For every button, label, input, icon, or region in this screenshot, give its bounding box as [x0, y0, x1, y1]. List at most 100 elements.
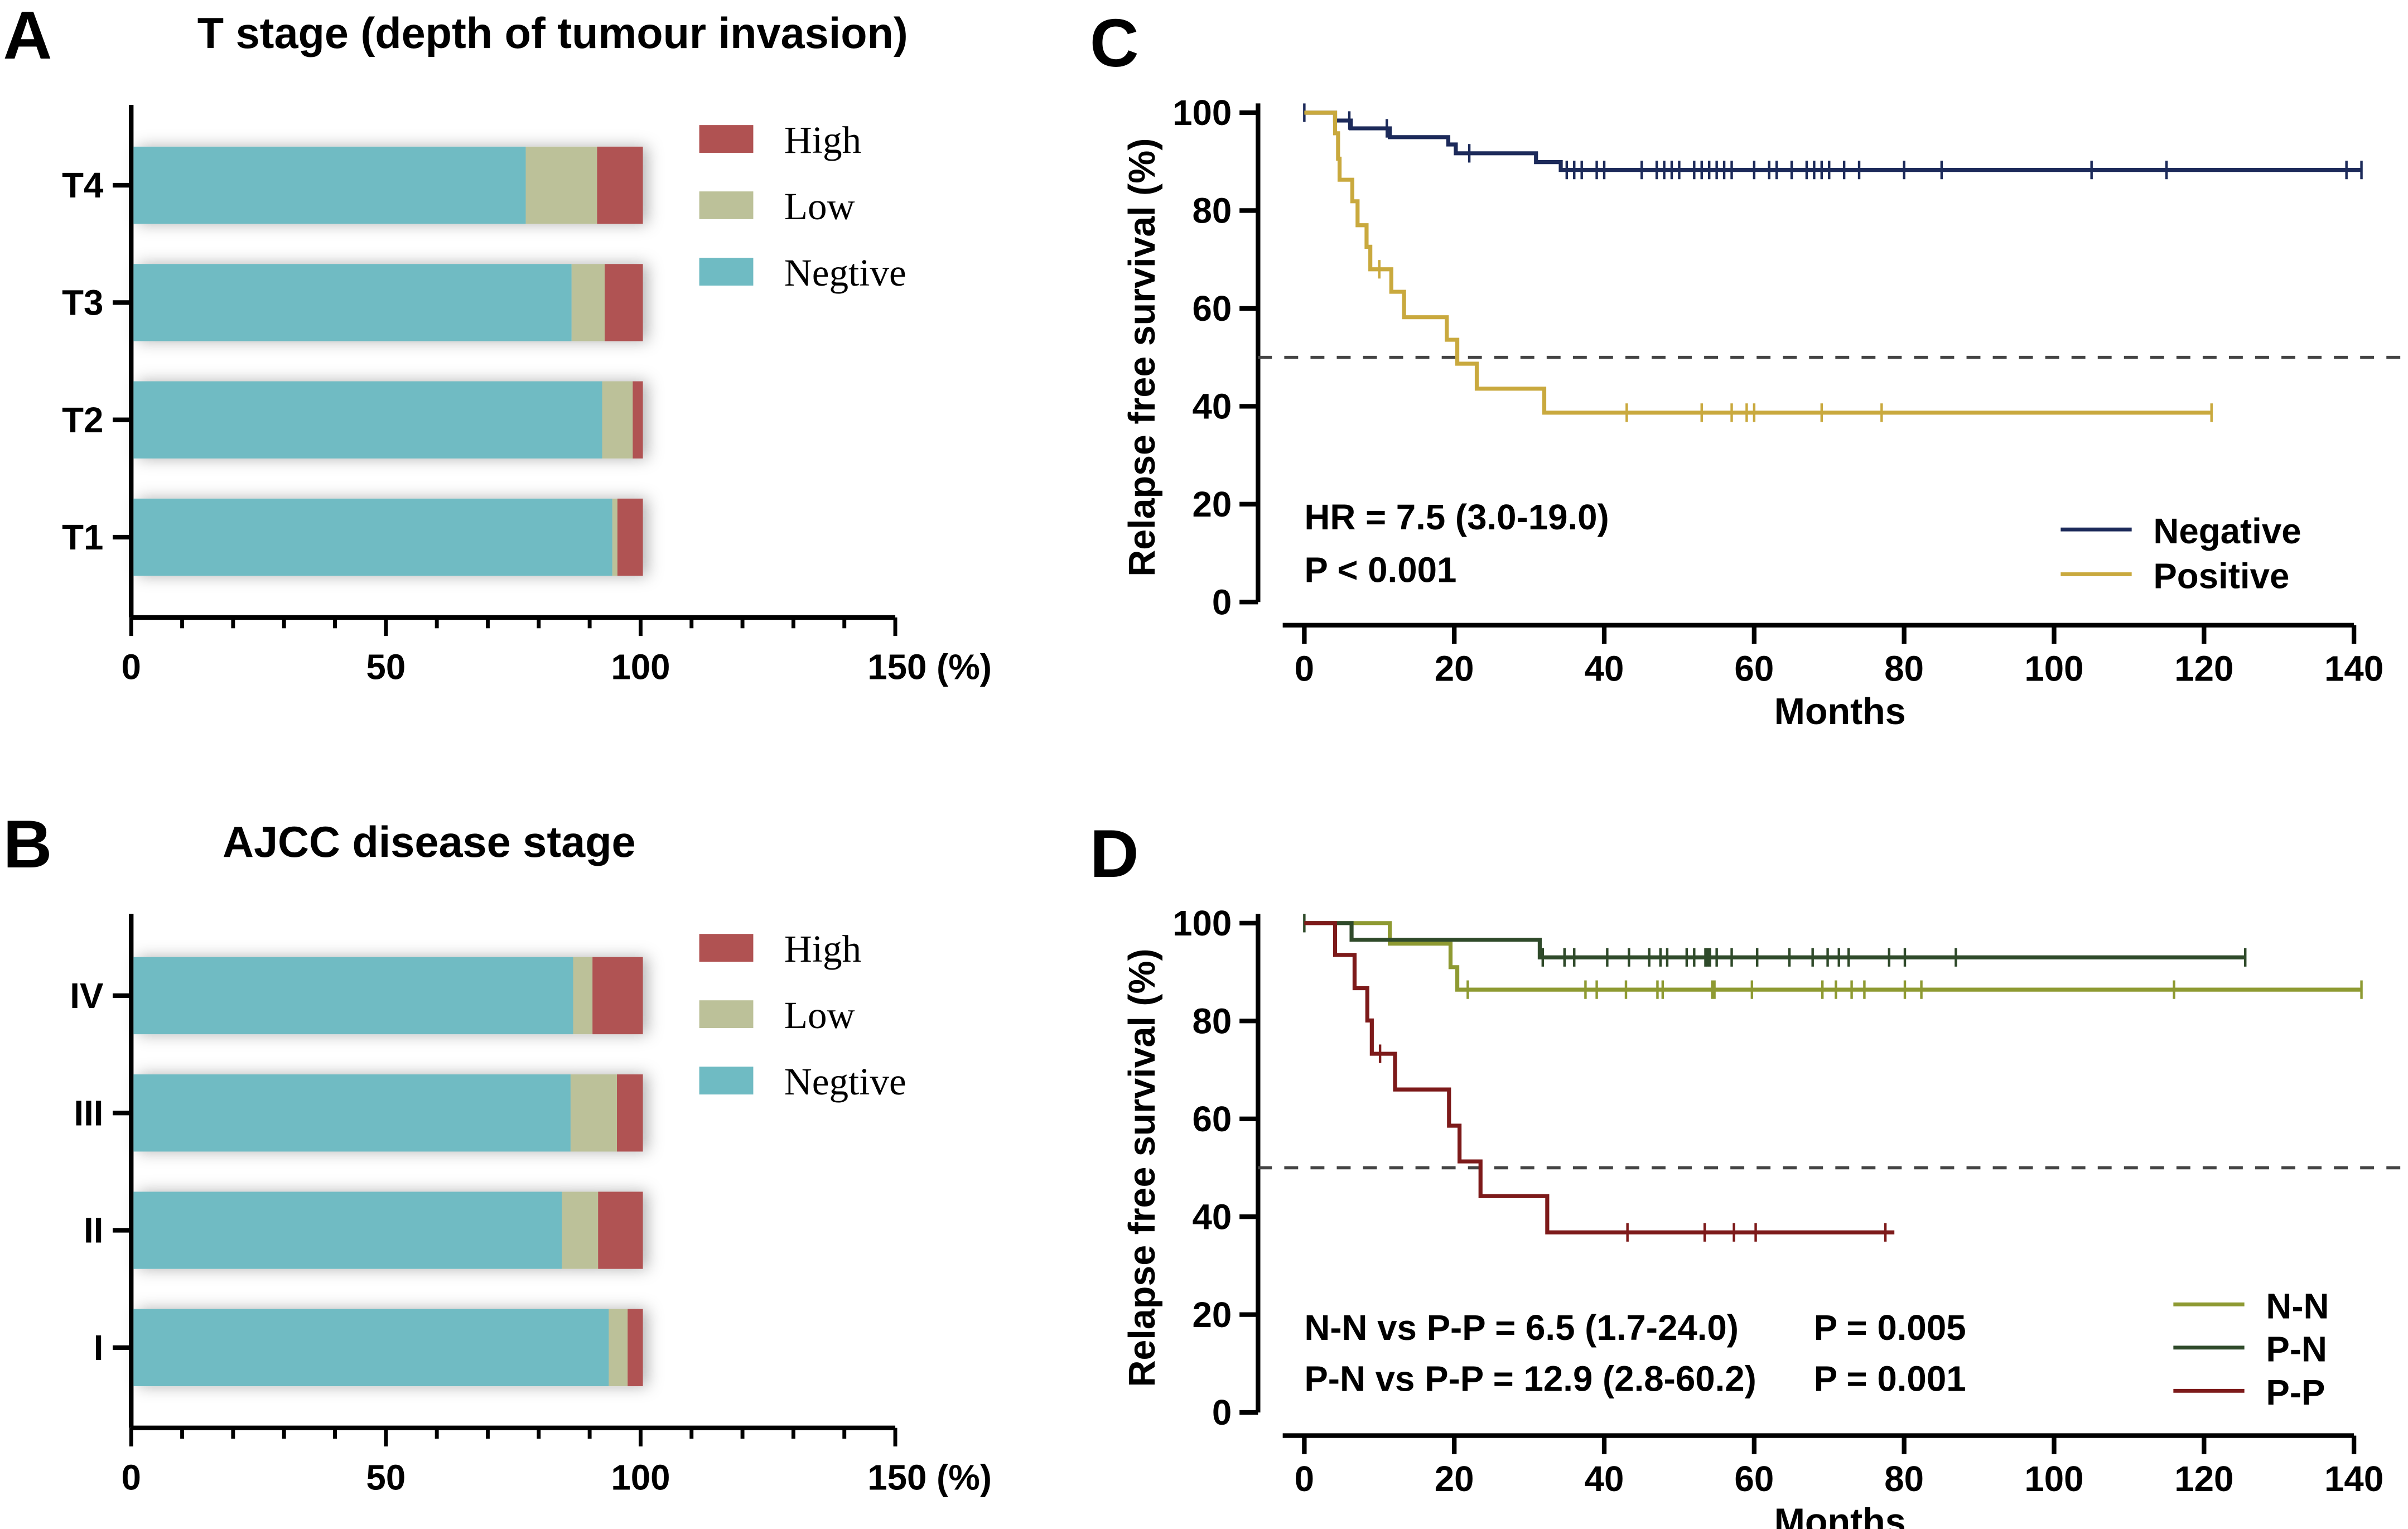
bar-segment-low [573, 957, 593, 1035]
panel-label: D [1090, 816, 1139, 891]
x-tick-label: 100 [611, 1458, 670, 1497]
panel-label: A [3, 0, 52, 73]
bar-segment-high [617, 498, 643, 576]
bar-segment-low [525, 146, 597, 224]
bar-segment-negtive [133, 146, 526, 224]
panel-a-bar-chart: A T stage (depth of tumour invasion) 0 50 10… [3, 0, 992, 687]
x-tick-label: 120 [2174, 649, 2233, 688]
bar-group [133, 957, 643, 1035]
survival-curve-positive [1304, 110, 2212, 415]
annotation: P = 0.005 [1814, 1308, 1966, 1348]
y-tick-label: 0 [1212, 582, 1232, 622]
bar-group [133, 381, 643, 459]
legend-label: High [784, 118, 861, 161]
bar-segment-low [609, 1309, 628, 1387]
x-tick-label: 60 [1734, 1459, 1774, 1499]
legend-label: P-P [2266, 1373, 2325, 1412]
bar-segment-low [571, 264, 605, 341]
bar-group [133, 146, 643, 224]
bar-segment-high [592, 957, 643, 1035]
x-tick-label: 0 [122, 648, 141, 687]
x-tick-label: 100 [2024, 649, 2083, 688]
bar-segment-low [570, 1074, 617, 1152]
bar-segment-low [612, 498, 617, 576]
bar-group [133, 498, 643, 576]
legend-label: Negtive [784, 1060, 906, 1103]
annotation: P < 0.001 [1304, 550, 1456, 590]
y-tick-label: 40 [1193, 1197, 1232, 1237]
x-tick-label: 120 [2174, 1459, 2233, 1499]
x-tick-label: 80 [1884, 649, 1924, 688]
bar-group [133, 264, 643, 341]
panel-label: B [3, 806, 52, 882]
y-tick-label: 0 [1212, 1393, 1232, 1432]
x-tick-label: 80 [1884, 1459, 1924, 1499]
y-tick-label: T3 [62, 283, 103, 323]
legend-swatch-low [699, 1000, 754, 1029]
x-tick-label: 140 [2324, 1459, 2383, 1499]
survival-curve-negative [1304, 110, 2362, 172]
y-tick-label: 20 [1193, 485, 1232, 524]
bar-segment-negtive [133, 1074, 571, 1152]
y-tick-label: T1 [62, 518, 103, 557]
x-tick-label: 100 [2024, 1459, 2083, 1499]
x-axis-label: Months [1774, 1502, 1906, 1529]
chart-title: AJCC disease stage [223, 818, 636, 866]
legend-swatch-negtive [699, 258, 754, 286]
legend-swatch-high [699, 125, 754, 153]
bar-segment-high [605, 264, 643, 341]
x-tick-label: 0 [1295, 649, 1314, 688]
legend-label: Low [784, 993, 855, 1036]
bar-segment-high [617, 1074, 643, 1152]
y-tick-label: 40 [1193, 387, 1232, 426]
bar-segment-negtive [133, 957, 573, 1035]
legend-label: Negtive [784, 251, 906, 294]
bar-segment-negtive [133, 264, 572, 341]
y-axis-label: Relapse free survival (%) [1122, 138, 1163, 577]
y-tick-label: IV [70, 976, 103, 1016]
x-tick-label: 60 [1734, 649, 1774, 688]
x-tick-label: 150 (%) [867, 1458, 992, 1497]
bar-segment-high [598, 1192, 643, 1269]
y-tick-label: 20 [1193, 1295, 1232, 1335]
y-tick-label: 80 [1193, 191, 1232, 231]
legend-swatch-negtive [699, 1067, 754, 1095]
legend-swatch-high [699, 934, 754, 962]
annotation: P = 0.001 [1814, 1359, 1966, 1398]
x-tick-label: 20 [1435, 1459, 1474, 1499]
x-axis-label: Months [1774, 691, 1906, 732]
y-tick-label: 100 [1172, 93, 1232, 133]
bar-segment-negtive [133, 381, 602, 459]
y-tick-label: 80 [1193, 1001, 1232, 1041]
x-tick-label: 50 [366, 648, 406, 687]
legend-swatch-low [699, 191, 754, 219]
legend-label: Negative [2153, 512, 2301, 551]
x-tick-label: 20 [1435, 649, 1474, 688]
legend-label: High [784, 927, 861, 970]
bar-segment-low [602, 381, 633, 459]
annotation: N-N vs P-P = 6.5 (1.7-24.0) [1304, 1308, 1739, 1348]
x-tick-label: 50 [366, 1458, 406, 1497]
x-tick-label: 0 [122, 1458, 141, 1497]
x-tick-label: 0 [1295, 1459, 1314, 1499]
bar-segment-high [597, 146, 643, 224]
x-tick-label: 40 [1585, 649, 1624, 688]
bar-segment-high [633, 381, 643, 459]
x-tick-label: 150 (%) [867, 648, 992, 687]
bar-group [133, 1192, 643, 1269]
legend-label: Positive [2153, 556, 2289, 596]
y-tick-label: III [74, 1093, 103, 1133]
bar-segment-negtive [133, 1192, 562, 1269]
panel-d-survival-chart: D 0 20 40 60 80 100 0 20 40 60 80 100 120 140 Months Rel… [1090, 816, 2408, 1529]
panel-c-survival-chart: C 0 20 40 60 80 100 0 20 40 60 80 100 120 140 Months Rel… [1090, 5, 2408, 732]
y-tick-label: II [84, 1211, 103, 1251]
x-tick-label: 40 [1585, 1459, 1624, 1499]
legend-label: N-N [2266, 1286, 2329, 1326]
annotation: P-N vs P-P = 12.9 (2.8-60.2) [1304, 1359, 1756, 1398]
survival-curve-n-n [1304, 921, 2362, 992]
survival-curve-p-p [1304, 921, 1895, 1234]
chart-title: T stage (depth of tumour invasion) [197, 9, 908, 57]
panel-label: C [1090, 5, 1139, 81]
bar-segment-high [628, 1309, 643, 1387]
